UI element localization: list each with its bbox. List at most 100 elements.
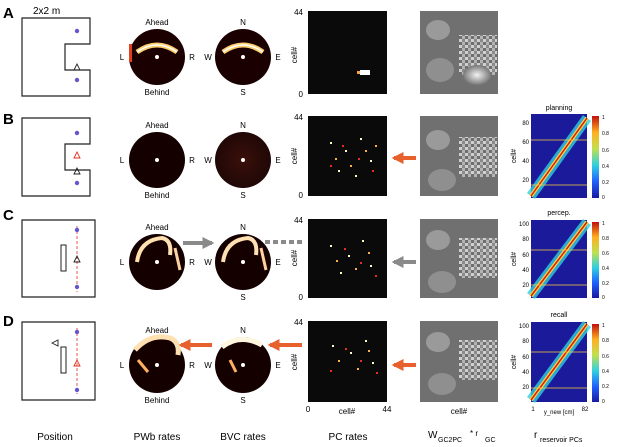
pwb-ahead-label-b: Ahead xyxy=(145,121,168,130)
pc-panel-d xyxy=(308,321,387,402)
colorbar-planning-08: 0.8 xyxy=(602,131,609,137)
heatmap-ytick-planning-80: 80 xyxy=(522,121,529,127)
bvc-north-label-c: N xyxy=(240,223,246,232)
heatmap-ytick-percep-60: 60 xyxy=(522,253,529,259)
pwb-behind-label-a: Behind xyxy=(145,88,170,97)
heatmap-ytick-planning-60: 60 xyxy=(522,140,529,146)
pwb-right-label-d: R xyxy=(189,361,195,370)
bvc-east-label-d: E xyxy=(275,361,280,370)
weight-panel-b xyxy=(420,116,498,196)
panel-letter-b: B xyxy=(3,111,14,128)
bvc-west-label-d: W xyxy=(204,361,212,370)
pc-ylabel-a: cell# xyxy=(290,46,299,63)
heatmap-ytick-recall-20: 20 xyxy=(522,385,529,391)
bvc-plot-c xyxy=(215,234,271,290)
heatmap-xlabel: y_new [cm] xyxy=(544,410,575,416)
colorbar-recall-08: 0.8 xyxy=(602,338,609,344)
heatmap-ytick-planning-40: 40 xyxy=(522,159,529,165)
bvc-west-label-b: W xyxy=(204,156,212,165)
pwb-right-label-a: R xyxy=(189,53,195,62)
pwb-left-label-a: L xyxy=(120,53,125,62)
bvc-north-label-d: N xyxy=(240,326,246,335)
heatmap-ytick-recall-80: 80 xyxy=(522,339,529,345)
colorbar-percep-1: 1 xyxy=(602,221,605,227)
heatmap-title-percep: percep. xyxy=(547,210,570,217)
environment-size-label: 2x2 m xyxy=(33,6,60,17)
weight-panel-c xyxy=(420,219,498,298)
pc-xmin-d: 0 xyxy=(306,405,311,414)
heatmap-title-planning: planning xyxy=(546,105,573,112)
pc-ymin-c: 0 xyxy=(299,293,304,302)
heatmap-xtick-82: 82 xyxy=(582,407,589,413)
pwb-left-label-d: L xyxy=(120,361,125,370)
colorbar-recall-04: 0.4 xyxy=(602,369,609,375)
heatmap-ytick-percep-100: 100 xyxy=(519,222,530,228)
weight-xlabel: cell# xyxy=(451,407,468,416)
colorbar-percep-0: 0 xyxy=(602,295,605,301)
pwb-behind-label-d: Behind xyxy=(145,396,170,405)
heatmap-title-recall: recall xyxy=(551,312,568,319)
pc-xlabel-d: cell# xyxy=(339,407,356,416)
bvc-west-label-c: W xyxy=(204,258,212,267)
svg-text:* r: * r xyxy=(470,429,478,438)
column-label-weights: W GC2PC * r GC xyxy=(428,429,496,444)
pc-panel-b xyxy=(308,116,387,196)
colorbar-planning-0: 0 xyxy=(602,195,605,201)
bvc-west-label-a: W xyxy=(204,53,212,62)
environment-row-b xyxy=(21,117,91,197)
colorbar-percep-06: 0.6 xyxy=(602,251,609,257)
heatmap-ytick-percep-40: 40 xyxy=(522,268,529,274)
column-label-pc: PC rates xyxy=(329,432,368,443)
heatmap-ylabel-percep: cell# xyxy=(511,252,518,267)
colorbar-planning-04: 0.4 xyxy=(602,164,609,170)
pc-xmax-d: 44 xyxy=(383,405,392,414)
colorbar-recall-06: 0.6 xyxy=(602,354,609,360)
svg-text:GC2PC: GC2PC xyxy=(438,437,462,444)
pc-panel-c xyxy=(308,219,387,298)
weight-panel-d xyxy=(420,321,498,402)
panel-letter-a: A xyxy=(3,5,14,22)
pc-ymin-b: 0 xyxy=(299,191,304,200)
bvc-north-label-a: N xyxy=(240,18,246,27)
pwb-plot-c xyxy=(129,234,185,290)
pwb-right-label-c: R xyxy=(189,258,195,267)
colorbar-percep-08: 0.8 xyxy=(602,236,609,242)
svg-text:GC: GC xyxy=(485,437,496,444)
bvc-plot-a xyxy=(215,29,271,85)
colorbar-percep-04: 0.4 xyxy=(602,266,609,272)
bvc-south-label-d: S xyxy=(240,396,245,405)
panel-letter-d: D xyxy=(3,313,14,330)
environment-row-c xyxy=(21,219,96,298)
bvc-plot-b xyxy=(215,132,271,188)
environment-row-a xyxy=(21,17,91,97)
heatmap-ytick-percep-80: 80 xyxy=(522,237,529,243)
bvc-south-label-b: S xyxy=(240,191,245,200)
bvc-east-label-a: E xyxy=(275,53,280,62)
colorbar-recall-0: 0 xyxy=(602,399,605,405)
bvc-north-label-b: N xyxy=(240,121,246,130)
colorbar-planning-1: 1 xyxy=(602,115,605,121)
colorbar-planning xyxy=(592,116,599,198)
column-label-reservoir: r reservoir PCs xyxy=(534,430,583,444)
pc-ylabel-d: cell# xyxy=(290,353,299,370)
pc-ylabel-c: cell# xyxy=(290,249,299,266)
pwb-behind-label-b: Behind xyxy=(145,191,170,200)
svg-text:W: W xyxy=(428,430,438,441)
pwb-left-label-b: L xyxy=(120,156,125,165)
pc-ymax-c: 44 xyxy=(294,216,303,225)
heatmap-ytick-recall-60: 60 xyxy=(522,355,529,361)
column-label-bvc: BVC rates xyxy=(220,432,266,443)
pwb-ahead-label-c: Ahead xyxy=(145,223,168,232)
heatmap-ylabel-recall: cell# xyxy=(511,355,518,370)
svg-text:r: r xyxy=(534,430,538,441)
bvc-south-label-a: S xyxy=(240,88,245,97)
pc-ymax-d: 44 xyxy=(294,318,303,327)
heatmap-ylabel-planning: cell# xyxy=(511,149,518,164)
heatmap-ytick-recall-40: 40 xyxy=(522,370,529,376)
colorbar-planning-02: 0.2 xyxy=(602,180,609,186)
colorbar-percep-02: 0.2 xyxy=(602,281,609,287)
bvc-east-label-c: E xyxy=(275,258,280,267)
reservoir-heatmap-recall xyxy=(526,321,592,403)
colorbar-recall-1: 1 xyxy=(602,323,605,329)
